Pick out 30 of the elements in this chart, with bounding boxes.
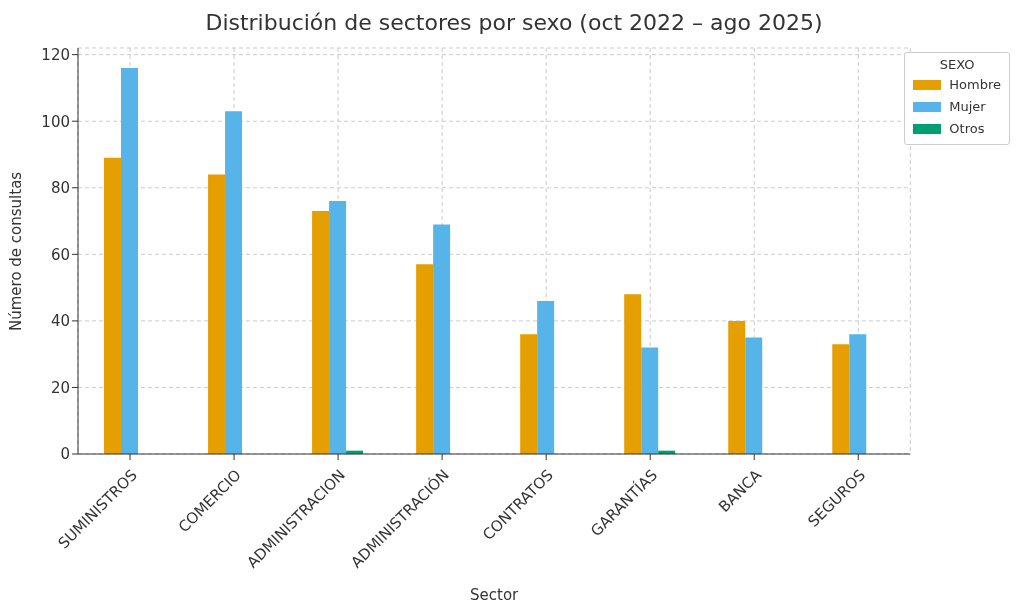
y-tick-label: 20: [50, 378, 70, 397]
legend-label: Otros: [949, 120, 985, 138]
bar: [849, 334, 867, 454]
bar: [728, 320, 746, 454]
legend-title: SEXO: [938, 57, 976, 72]
legend-label: Mujer: [949, 98, 986, 116]
legend-label: Hombre: [949, 76, 1001, 94]
bar: [121, 67, 139, 454]
bar: [745, 337, 763, 454]
y-tick-label: 0: [60, 445, 70, 464]
bar: [416, 264, 434, 454]
bar: [641, 347, 659, 454]
y-tick-label: 80: [50, 179, 70, 198]
y-tick-label: 40: [50, 312, 70, 331]
x-axis-title: Sector: [470, 586, 520, 604]
y-axis-title: Número de consultas: [7, 171, 26, 331]
chart-title: Distribución de sectores por sexo (oct 2022 – ago 2025): [204, 9, 824, 37]
bar: [329, 201, 347, 454]
bar: [208, 174, 226, 454]
y-tick-label: 60: [50, 245, 70, 264]
bar: [104, 157, 122, 454]
bar: [225, 111, 243, 454]
bar: [433, 224, 451, 454]
bar: [624, 294, 642, 454]
y-tick-label: 120: [41, 45, 70, 64]
bar: [537, 300, 555, 454]
y-tick-label: 100: [41, 112, 70, 131]
bar: [832, 344, 850, 454]
bar: [520, 334, 538, 454]
bar: [312, 211, 330, 454]
